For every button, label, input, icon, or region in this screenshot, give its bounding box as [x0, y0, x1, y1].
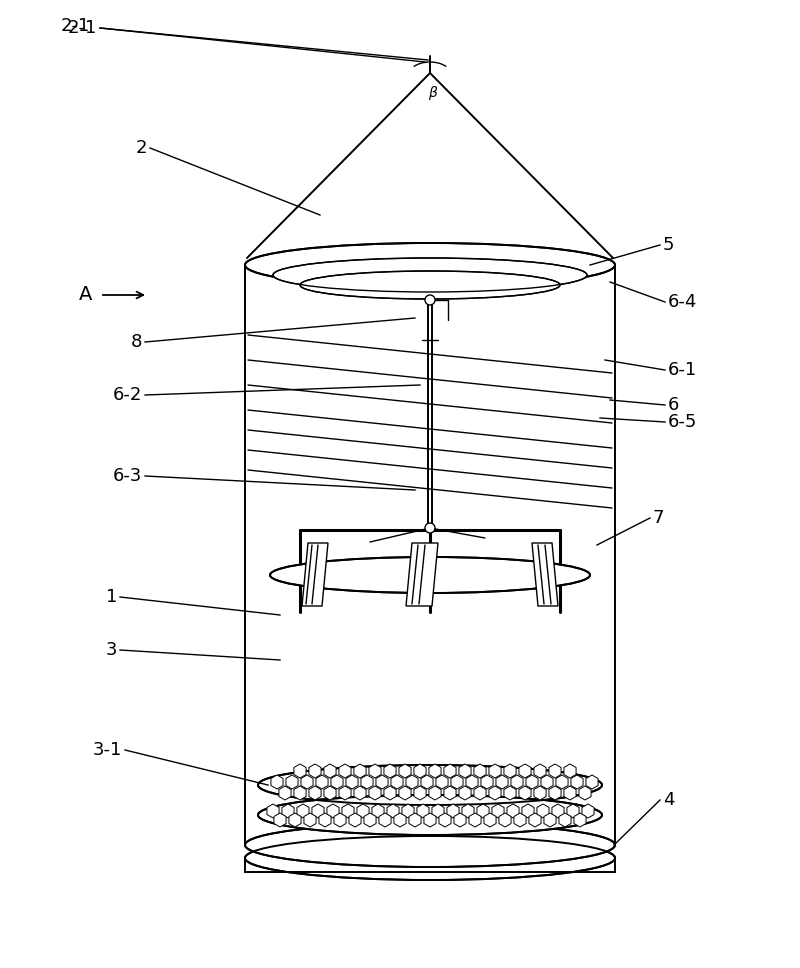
Text: β: β — [427, 86, 437, 100]
Text: 3-1: 3-1 — [93, 741, 122, 759]
Ellipse shape — [245, 243, 615, 287]
Text: 6-3: 6-3 — [113, 467, 142, 485]
Polygon shape — [406, 543, 438, 606]
Text: 1: 1 — [106, 588, 117, 606]
Text: A: A — [79, 286, 93, 305]
Text: 5: 5 — [663, 236, 674, 254]
Text: 6-2: 6-2 — [113, 386, 142, 404]
Circle shape — [425, 295, 435, 305]
Ellipse shape — [245, 823, 615, 867]
Text: 6-1: 6-1 — [668, 361, 698, 379]
Text: 4: 4 — [663, 791, 674, 809]
Polygon shape — [532, 543, 558, 606]
Ellipse shape — [258, 795, 602, 835]
Text: 2-1: 2-1 — [68, 19, 97, 37]
Text: 2-1: 2-1 — [61, 17, 90, 35]
Text: 6: 6 — [668, 396, 679, 414]
Ellipse shape — [270, 557, 590, 593]
Polygon shape — [302, 543, 328, 606]
Text: 6-5: 6-5 — [668, 413, 698, 431]
Text: 7: 7 — [653, 509, 665, 527]
Ellipse shape — [245, 836, 615, 880]
Text: 8: 8 — [130, 333, 142, 351]
Text: 3: 3 — [106, 641, 117, 659]
Ellipse shape — [273, 258, 587, 292]
Ellipse shape — [258, 765, 602, 805]
Text: 2: 2 — [135, 139, 147, 157]
Text: 6-4: 6-4 — [668, 293, 698, 311]
Circle shape — [425, 523, 435, 533]
Ellipse shape — [300, 271, 560, 299]
